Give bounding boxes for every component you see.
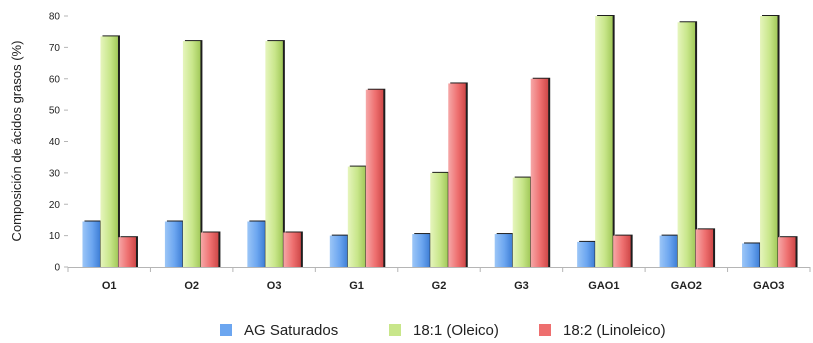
bar xyxy=(265,41,283,267)
x-tick-label: GAO1 xyxy=(588,280,619,292)
y-tick-label: 30 xyxy=(49,168,61,179)
bar xyxy=(778,237,796,267)
y-tick-label: 70 xyxy=(49,43,61,54)
legend-swatch xyxy=(389,324,401,336)
bar xyxy=(677,22,696,268)
bar xyxy=(742,243,760,267)
bar xyxy=(530,78,549,267)
bar xyxy=(182,41,201,267)
bar xyxy=(448,83,466,267)
x-tick-label: G2 xyxy=(432,280,447,292)
x-tick-label: G1 xyxy=(349,280,364,292)
y-tick-label: 20 xyxy=(49,200,61,211)
bar xyxy=(430,172,448,267)
bar xyxy=(595,16,613,267)
bar xyxy=(695,229,714,267)
y-tick-label: 40 xyxy=(49,137,61,148)
bar xyxy=(118,237,136,267)
bar-group xyxy=(82,15,798,268)
bar xyxy=(200,232,219,267)
bar xyxy=(82,221,100,267)
x-tick-label: GAO3 xyxy=(753,280,784,292)
x-tick-label: O2 xyxy=(184,280,199,292)
legend-swatch xyxy=(539,324,551,336)
legend-swatch xyxy=(220,324,232,336)
y-axis-title: Composición de ácidos grasos (%) xyxy=(9,41,24,242)
x-tick-label: GAO2 xyxy=(671,280,702,292)
bar xyxy=(412,234,430,267)
y-tick-label: 60 xyxy=(49,74,61,85)
bar xyxy=(247,221,265,267)
y-axis: 0 10 20 30 40 50 60 70 80 xyxy=(49,12,68,274)
bar xyxy=(494,234,513,267)
legend-label: 18:1 (Oleico) xyxy=(413,322,499,339)
bar xyxy=(283,232,301,267)
x-tick-label: O3 xyxy=(267,280,282,292)
bar xyxy=(100,36,118,267)
bar xyxy=(659,235,678,267)
legend: AG Saturados 18:1 (Oleico) 18:2 (Linoleico… xyxy=(220,322,666,339)
x-tick-label: G3 xyxy=(514,280,529,292)
bar xyxy=(365,89,384,267)
legend-label: 18:2 (Linoleico) xyxy=(563,322,666,339)
bar xyxy=(577,241,595,267)
bar xyxy=(164,221,183,267)
y-tick-label: 50 xyxy=(49,106,61,117)
bar xyxy=(329,235,348,267)
bar xyxy=(347,166,366,267)
y-tick-label: 10 xyxy=(49,231,61,242)
bar xyxy=(512,177,531,267)
x-tick-label: O1 xyxy=(102,280,117,292)
bar xyxy=(613,235,631,267)
bar xyxy=(760,16,778,267)
x-axis: O1 O2 O3 G1 G2 G3 GAO1 GAO2 GAO3 xyxy=(67,267,811,292)
y-tick-label: 0 xyxy=(54,263,60,274)
y-tick-label: 80 xyxy=(49,12,61,23)
legend-label: AG Saturados xyxy=(244,322,338,339)
